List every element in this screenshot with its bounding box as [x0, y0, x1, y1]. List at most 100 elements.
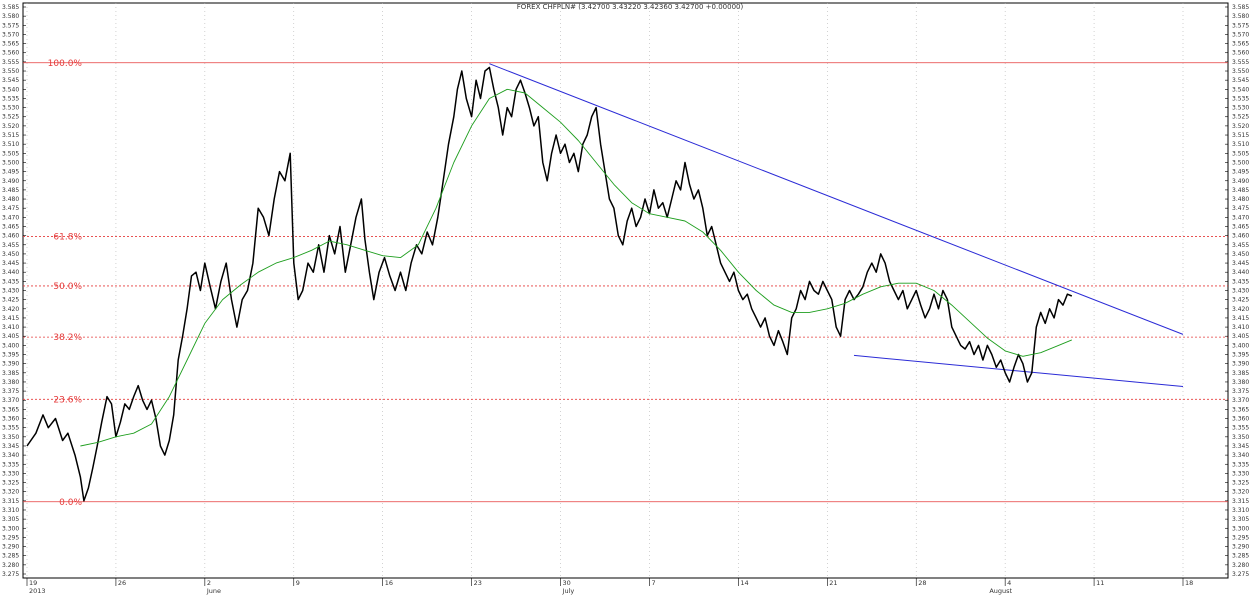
y-tick-label: 3.325 — [1232, 480, 1249, 487]
y-tick-label: 3.415 — [2, 315, 19, 322]
y-axis-left: 3.275 3.280 3.285 3.290 3.295 3.300 3.305 3.310… — [2, 4, 26, 578]
y-tick-label: 3.515 — [2, 132, 19, 139]
fib-level-label: 38.2% — [53, 333, 82, 343]
plot-border — [22, 2, 1229, 579]
y-tick-label: 3.565 — [1232, 41, 1249, 48]
y-tick-label: 3.570 — [2, 31, 19, 38]
price-series — [26, 66, 1073, 502]
y-tick-label: 3.400 — [2, 342, 19, 349]
y-tick-label: 3.475 — [1232, 205, 1249, 212]
y-tick-label: 3.340 — [2, 452, 19, 459]
trendline-support — [853, 354, 1184, 388]
y-tick-label: 3.490 — [2, 178, 19, 185]
y-tick-label: 3.585 — [2, 4, 19, 11]
y-tick-label: 3.290 — [1232, 544, 1249, 551]
x-tick-label: 21 — [829, 579, 837, 587]
fib-level-label: 50.0% — [53, 282, 82, 292]
trendline-resistance — [489, 63, 1184, 335]
y-tick-label: 3.360 — [2, 416, 19, 423]
y-tick-label: 3.395 — [2, 352, 19, 359]
fib-level-label: 61.8% — [53, 233, 82, 243]
y-tick-label: 3.345 — [1232, 443, 1249, 450]
y-tick-label: 3.500 — [1232, 159, 1249, 166]
y-tick-label: 3.570 — [1232, 31, 1249, 38]
y-tick-label: 3.530 — [2, 105, 19, 112]
y-tick-label: 3.510 — [1232, 141, 1249, 148]
y-tick-label: 3.545 — [2, 77, 19, 84]
y-tick-label: 3.315 — [1232, 498, 1249, 505]
y-tick-label: 3.420 — [2, 306, 19, 313]
y-tick-label: 3.385 — [2, 370, 19, 377]
y-tick-label: 3.450 — [2, 251, 19, 258]
y-tick-label: 3.320 — [2, 489, 19, 496]
y-tick-label: 3.430 — [2, 288, 19, 295]
x-subtick-label: June — [206, 587, 221, 595]
y-tick-label: 3.295 — [2, 534, 19, 541]
y-tick-label: 3.500 — [2, 159, 19, 166]
x-tick-label: 11 — [1096, 579, 1104, 587]
y-tick-label: 3.475 — [2, 205, 19, 212]
y-tick-label: 3.425 — [1232, 297, 1249, 304]
plot-frame — [22, 2, 1229, 579]
y-tick-label: 3.275 — [1232, 571, 1249, 578]
y-tick-label: 3.525 — [2, 114, 19, 121]
y-tick-label: 3.335 — [2, 461, 19, 468]
y-tick-label: 3.465 — [2, 223, 19, 230]
y-tick-label: 3.535 — [2, 95, 19, 102]
y-tick-label: 3.530 — [1232, 105, 1249, 112]
trendlines — [489, 63, 1184, 388]
y-tick-label: 3.480 — [2, 196, 19, 203]
x-tick-label: 7 — [651, 579, 655, 587]
y-tick-label: 3.555 — [2, 59, 19, 66]
y-tick-label: 3.485 — [1232, 187, 1249, 194]
y-tick-label: 3.550 — [2, 68, 19, 75]
x-tick-label: 23 — [474, 579, 482, 587]
y-tick-label: 3.425 — [2, 297, 19, 304]
y-tick-label: 3.360 — [1232, 416, 1249, 423]
y-tick-label: 3.375 — [1232, 388, 1249, 395]
y-tick-label: 3.285 — [1232, 553, 1249, 560]
y-tick-label: 3.280 — [2, 562, 19, 569]
y-tick-label: 3.305 — [1232, 516, 1249, 523]
x-tick-label: 2 — [207, 579, 211, 587]
x-tick-label: 26 — [118, 579, 126, 587]
y-tick-label: 3.560 — [2, 50, 19, 57]
y-tick-label: 3.370 — [2, 397, 19, 404]
y-tick-label: 3.410 — [2, 324, 19, 331]
x-tick-label: 18 — [1185, 579, 1193, 587]
y-tick-label: 3.495 — [2, 169, 19, 176]
y-tick-label: 3.455 — [1232, 242, 1249, 249]
x-axis: 19 26 2 9 16 23 30 7 14 21 28 4 11 18 2013 June July Augu… — [26, 578, 1193, 595]
y-tick-label: 3.295 — [1232, 534, 1249, 541]
y-tick-label: 3.380 — [2, 379, 19, 386]
y-tick-label: 3.550 — [1232, 68, 1249, 75]
y-tick-label: 3.515 — [1232, 132, 1249, 139]
y-tick-label: 3.445 — [1232, 260, 1249, 267]
y-tick-label: 3.545 — [1232, 77, 1249, 84]
y-tick-label: 3.460 — [2, 233, 19, 240]
y-tick-label: 3.355 — [1232, 425, 1249, 432]
x-subtick-label: July — [562, 587, 575, 595]
x-tick-label: 14 — [740, 579, 748, 587]
x-tick-label: 9 — [296, 579, 300, 587]
y-tick-label: 3.330 — [2, 470, 19, 477]
y-tick-label: 3.415 — [1232, 315, 1249, 322]
y-tick-label: 3.505 — [2, 150, 19, 157]
y-tick-label: 3.325 — [2, 480, 19, 487]
y-tick-label: 3.450 — [1232, 251, 1249, 258]
y-tick-label: 3.380 — [1232, 379, 1249, 386]
y-tick-label: 3.335 — [1232, 461, 1249, 468]
y-tick-label: 3.560 — [1232, 50, 1249, 57]
y-tick-label: 3.535 — [1232, 95, 1249, 102]
y-tick-label: 3.350 — [2, 434, 19, 441]
fib-level-label: 23.6% — [53, 395, 82, 405]
y-tick-label: 3.580 — [1232, 13, 1249, 20]
y-tick-label: 3.305 — [2, 516, 19, 523]
y-tick-label: 3.575 — [2, 22, 19, 29]
x-tick-label: 4 — [1007, 579, 1011, 587]
y-tick-label: 3.540 — [2, 86, 19, 93]
y-tick-label: 3.445 — [2, 260, 19, 267]
y-tick-label: 3.340 — [1232, 452, 1249, 459]
y-tick-label: 3.400 — [1232, 342, 1249, 349]
